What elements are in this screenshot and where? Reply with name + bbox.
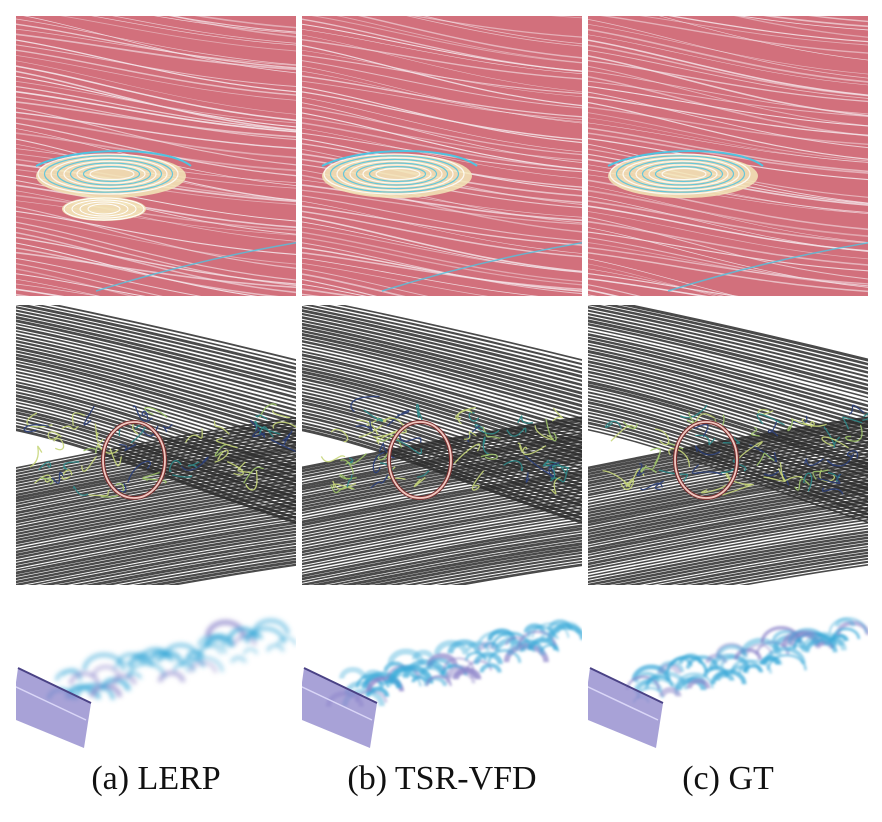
panel-row3-tsrvfd (302, 598, 582, 748)
panel-row2-gt (588, 305, 868, 585)
pink-streamline-render (16, 16, 296, 296)
panel-row1-gt (588, 16, 868, 296)
panel-row2-lerp (16, 305, 296, 585)
caption-lerp: (a) LERP (91, 760, 221, 797)
gray-streamline-render (16, 305, 296, 585)
gray-streamline-render (588, 305, 868, 585)
panel-row3-lerp (16, 598, 296, 748)
caption-tsrvfd: (b) TSR-VFD (347, 760, 537, 797)
panel-row1-lerp (16, 16, 296, 296)
panel-row2-tsrvfd (302, 305, 582, 585)
blue-volume-render (16, 598, 296, 748)
panel-row3-gt (588, 598, 868, 748)
caption-gt: (c) GT (682, 760, 774, 797)
panel-row1-tsrvfd (302, 16, 582, 296)
gray-streamline-render (302, 305, 582, 585)
pink-streamline-render (302, 16, 582, 296)
pink-streamline-render (588, 16, 868, 296)
blue-volume-render (302, 598, 582, 748)
blue-volume-render (588, 598, 868, 748)
